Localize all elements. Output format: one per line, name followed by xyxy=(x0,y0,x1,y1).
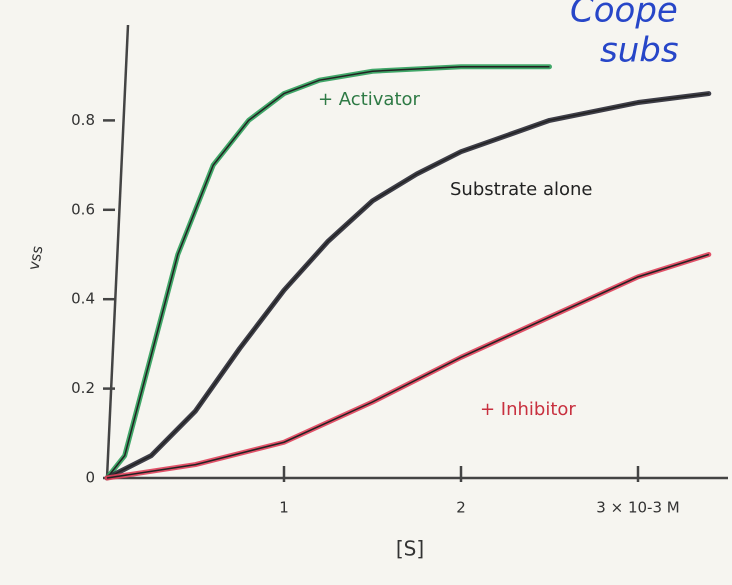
y-tick-label: 0.2 xyxy=(71,379,95,397)
y-axis xyxy=(107,25,128,478)
series-label: + Activator xyxy=(318,89,421,110)
y-tick-label: 0 xyxy=(85,469,95,487)
series-label: Substrate alone xyxy=(450,179,593,200)
chart: [S] vss Coope subs 0 0.2 0.4 0.6 0.8 1 2 3 × 10… xyxy=(0,0,732,585)
y-tick-label: 0.4 xyxy=(71,290,95,308)
x-tick-label: 3 × 10-3 M xyxy=(596,499,679,517)
corner-text: Coope xyxy=(570,0,678,31)
x-tick-label: 2 xyxy=(456,499,466,517)
y-axis-label: vss xyxy=(25,244,47,271)
x-axis-label: [S] xyxy=(396,537,424,561)
x-tick-label: 1 xyxy=(279,499,289,517)
y-tick-label: 0.6 xyxy=(71,200,95,218)
y-tick-label: 0.8 xyxy=(71,111,95,129)
series-line xyxy=(107,255,709,479)
series-label: + Inhibitor xyxy=(480,399,576,420)
corner-text: subs xyxy=(600,31,679,71)
